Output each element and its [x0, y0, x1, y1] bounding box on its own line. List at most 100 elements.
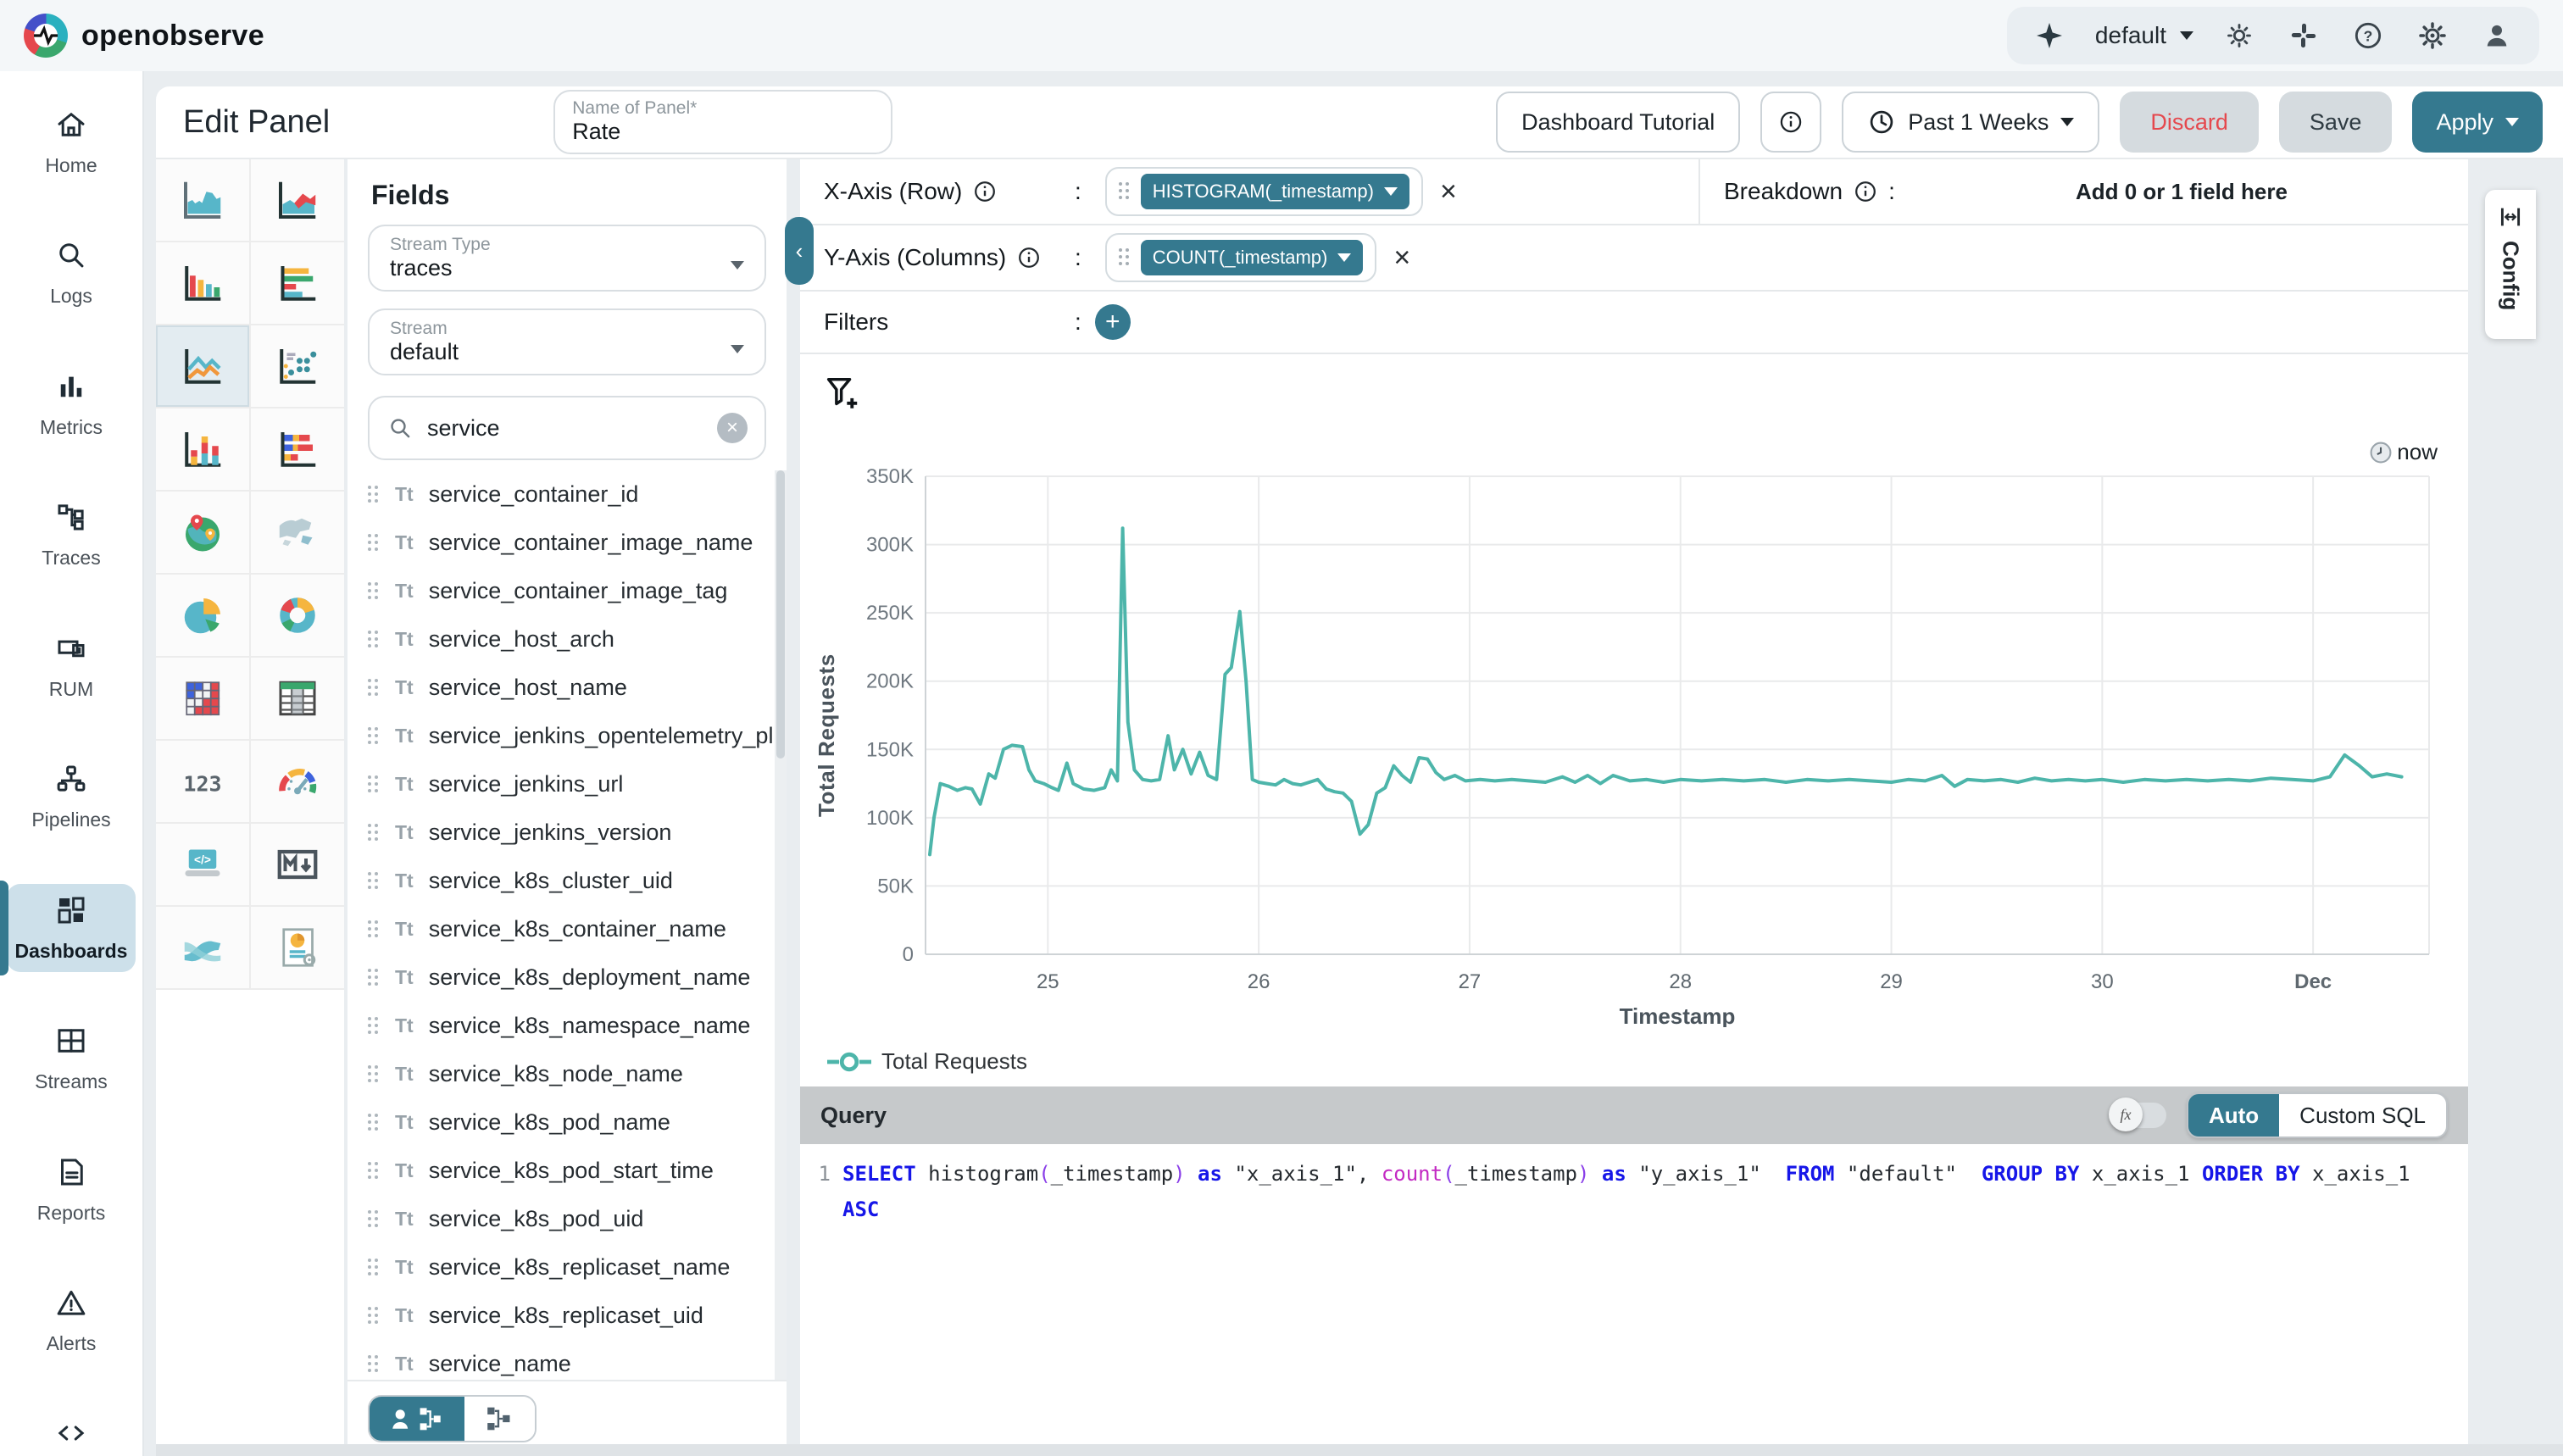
panel-name-field[interactable]: Name of Panel* Rate: [553, 90, 893, 154]
config-tab[interactable]: Config: [2485, 190, 2536, 339]
auto-mode-button[interactable]: Auto: [2188, 1094, 2280, 1136]
field-item[interactable]: Tt service_k8s_pod_uid: [347, 1195, 773, 1243]
sidebar-item-pipelines[interactable]: Pipelines: [0, 746, 142, 847]
dashboard-tutorial-button[interactable]: Dashboard Tutorial: [1496, 92, 1741, 153]
drag-handle-icon[interactable]: [368, 1016, 380, 1036]
sidebar-item-logs[interactable]: Logs: [0, 222, 142, 324]
horizontal-scrollbar[interactable]: [156, 1444, 2563, 1456]
collapse-fields-panel-button[interactable]: ‹: [785, 217, 814, 285]
field-item[interactable]: Tt service_k8s_pod_name: [347, 1098, 773, 1147]
field-item[interactable]: Tt service_k8s_cluster_uid: [347, 857, 773, 905]
drag-handle-icon[interactable]: [368, 726, 380, 746]
drag-handle-icon[interactable]: [368, 630, 380, 649]
drag-handle-icon[interactable]: [368, 775, 380, 794]
field-item[interactable]: Tt service_k8s_replicaset_name: [347, 1243, 773, 1292]
stream-type-select[interactable]: Stream Type traces: [368, 225, 766, 292]
sidebar-item-streams[interactable]: Streams: [0, 1008, 142, 1109]
discard-button[interactable]: Discard: [2120, 92, 2259, 153]
sidebar-item-metrics[interactable]: Metrics: [0, 353, 142, 455]
drag-handle-icon[interactable]: [1118, 248, 1131, 267]
field-item[interactable]: Tt service_host_arch: [347, 615, 773, 664]
field-list-scrollbar[interactable]: [775, 470, 787, 1380]
breakdown-drop-zone[interactable]: Add 0 or 1 field here: [2075, 178, 2288, 204]
chart-type-scatter[interactable]: [251, 325, 344, 407]
chart-type-maps[interactable]: [251, 492, 344, 573]
field-item[interactable]: Tt service_jenkins_opentelemetry_plug: [347, 712, 773, 760]
field-item[interactable]: Tt service_container_image_name: [347, 519, 773, 567]
line-chart[interactable]: 0 50K 100K 150K 200K 250K 300K 350K 25 26 27 28 29 30…: [844, 459, 2446, 1034]
chart-type-table[interactable]: [251, 658, 344, 739]
chart-type-custom-chart[interactable]: [251, 907, 344, 988]
drag-handle-icon[interactable]: [368, 1209, 380, 1229]
chart-type-bar[interactable]: [156, 242, 249, 324]
chart-type-h-bar[interactable]: [251, 242, 344, 324]
info-button[interactable]: [1760, 92, 1822, 153]
chart-type-markdown[interactable]: [251, 824, 344, 905]
field-item[interactable]: Tt service_k8s_container_name: [347, 905, 773, 953]
stream-select[interactable]: Stream default: [368, 308, 766, 375]
field-item[interactable]: Tt service_container_id: [347, 470, 773, 519]
chart-type-sankey[interactable]: [156, 907, 249, 988]
drag-handle-icon[interactable]: [368, 1113, 380, 1132]
drag-handle-icon[interactable]: [368, 871, 380, 891]
sparkle-icon[interactable]: [2031, 17, 2068, 54]
clear-search-icon[interactable]: ×: [717, 413, 748, 443]
sidebar-item-alerts[interactable]: Alerts: [0, 1270, 142, 1371]
user-defined-schema-toggle[interactable]: [370, 1397, 464, 1441]
sidebar-item-actions[interactable]: Actions: [0, 1400, 142, 1456]
drag-handle-icon[interactable]: [368, 968, 380, 987]
chart-type-area-stacked[interactable]: [251, 159, 344, 241]
field-item[interactable]: Tt service_k8s_node_name: [347, 1050, 773, 1098]
apply-button[interactable]: Apply: [2412, 92, 2543, 153]
field-item[interactable]: Tt service_k8s_pod_start_time: [347, 1147, 773, 1195]
chart-type-gauge[interactable]: [251, 741, 344, 822]
drag-handle-icon[interactable]: [368, 1258, 380, 1277]
chart-type-line[interactable]: [156, 325, 249, 407]
light-mode-icon[interactable]: [2221, 17, 2258, 54]
chart-type-area[interactable]: [156, 159, 249, 241]
field-item[interactable]: Tt service_k8s_deployment_name: [347, 953, 773, 1002]
sidebar-item-dashboards[interactable]: Dashboards: [0, 877, 142, 979]
sidebar-item-reports[interactable]: Reports: [0, 1139, 142, 1241]
field-item[interactable]: Tt service_host_name: [347, 664, 773, 712]
chart-type-heatmap[interactable]: [156, 658, 249, 739]
field-item[interactable]: Tt service_jenkins_version: [347, 809, 773, 857]
function-toggle[interactable]: fx: [2108, 1098, 2166, 1131]
drag-handle-icon[interactable]: [368, 581, 380, 601]
drag-handle-icon[interactable]: [1118, 182, 1131, 201]
chart-type-geomap[interactable]: [156, 492, 249, 573]
sidebar-item-home[interactable]: Home: [0, 92, 142, 193]
field-search-input[interactable]: service ×: [368, 396, 766, 460]
brand[interactable]: openobserve: [24, 14, 264, 58]
drag-handle-icon[interactable]: [368, 823, 380, 842]
field-item[interactable]: Tt service_name: [347, 1340, 773, 1380]
slack-icon[interactable]: [2285, 17, 2322, 54]
save-button[interactable]: Save: [2278, 92, 2393, 153]
chart-type-stacked-bar[interactable]: [156, 408, 249, 490]
drag-handle-icon[interactable]: [368, 1064, 380, 1084]
x-axis-field-chip[interactable]: HISTOGRAM(_timestamp): [1140, 174, 1409, 209]
drag-handle-icon[interactable]: [368, 1306, 380, 1325]
chart-type-html[interactable]: </>: [156, 824, 249, 905]
field-item[interactable]: Tt service_k8s_namespace_name: [347, 1002, 773, 1050]
all-fields-toggle[interactable]: [464, 1397, 536, 1441]
drag-handle-icon[interactable]: [368, 920, 380, 939]
field-item[interactable]: Tt service_container_image_tag: [347, 567, 773, 615]
add-filter-button[interactable]: +: [1094, 304, 1131, 340]
org-selector[interactable]: default: [2095, 22, 2193, 49]
field-item[interactable]: Tt service_k8s_replicaset_uid: [347, 1292, 773, 1340]
chart-legend[interactable]: Total Requests: [827, 1048, 1027, 1075]
account-icon[interactable]: [2478, 17, 2516, 54]
custom-sql-mode-button[interactable]: Custom SQL: [2279, 1094, 2446, 1136]
sidebar-item-rum[interactable]: RUM: [0, 615, 142, 717]
settings-gear-icon[interactable]: [2414, 17, 2451, 54]
add-filter-condition-icon[interactable]: [822, 373, 861, 412]
drag-handle-icon[interactable]: [368, 485, 380, 504]
sql-editor[interactable]: 1 SELECT histogram(_timestamp) as "x_axis…: [800, 1144, 2468, 1456]
y-axis-field-chip[interactable]: COUNT(_timestamp): [1140, 240, 1364, 275]
chart-type-metric[interactable]: 123: [156, 741, 249, 822]
sidebar-item-traces[interactable]: Traces: [0, 484, 142, 586]
time-range-selector[interactable]: Past 1 Weeks: [1842, 92, 2100, 153]
drag-handle-icon[interactable]: [368, 678, 380, 697]
drag-handle-icon[interactable]: [368, 533, 380, 553]
